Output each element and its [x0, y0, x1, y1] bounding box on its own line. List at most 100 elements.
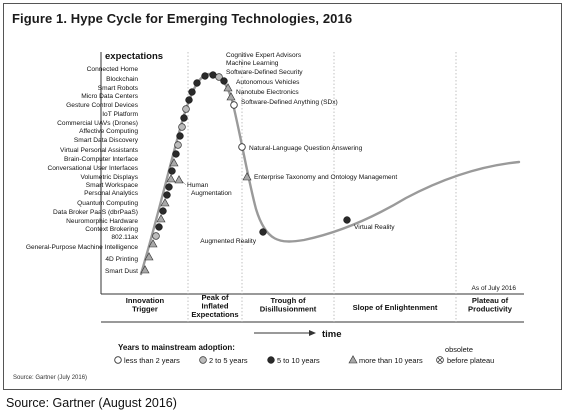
legend-label-obsolete: obsolete: [445, 345, 473, 354]
tech-marker-conversational-user-interfaces: [168, 167, 176, 175]
tech-marker-virtual-reality: [343, 216, 351, 224]
tech-marker-human-augmentation: [174, 175, 184, 184]
phase-label-5: Plateau of: [472, 296, 509, 305]
phase-label-2: Inflated: [201, 302, 228, 311]
tech-marker-micro-data-centers: [185, 96, 193, 104]
legend-label-triangle: more than 10 years: [359, 356, 423, 365]
tech-marker-4d-printing: [144, 252, 154, 261]
tech-marker-personal-analytics: [163, 191, 171, 199]
tech-label-context-brokering: Context Brokering: [85, 226, 138, 233]
legend-label-dark-circle: 5 to 10 years: [277, 356, 320, 365]
tech-marker-natural-language-question-answering: [238, 143, 246, 151]
hype-cycle-chart: expectations time As of July 2016 Innovatio…: [26, 51, 524, 365]
tech-label-conversational-user-interfaces: Conversational User Interfaces: [47, 165, 138, 172]
tech-marker-smart-data-discovery: [174, 141, 182, 149]
as-of-date: As of July 2016: [472, 285, 517, 292]
tech-label-augmented-reality: Augmented Reality: [200, 238, 256, 245]
tech-label-autonomous-vehicles: Autonomous Vehicles: [236, 79, 300, 86]
phase-label-2: Expectations: [191, 310, 238, 319]
tech-label-brain-computer-interface: Brain-Computer Interface: [64, 156, 138, 163]
legend-marker-dark-circle: [267, 356, 275, 364]
tech-marker-context-brokering: [155, 223, 163, 231]
phase-label-5: Productivity: [468, 305, 513, 314]
tech-label-smart-robots: Smart Robots: [98, 85, 139, 92]
time-arrow-head: [309, 330, 316, 336]
tech-marker-commercial-uavs-drones: [178, 123, 186, 131]
tech-label-commercial-uavs-drones: Commercial UAVs (Drones): [57, 120, 138, 127]
legend-marker-light-circle: [199, 356, 207, 364]
tech-marker-volumetric-displays: [166, 174, 176, 183]
tech-label-connected-home: Connected Home: [87, 66, 139, 73]
tech-label-iot-platform: IoT Platform: [102, 111, 138, 118]
y-axis-label: expectations: [105, 51, 163, 62]
tech-marker-brain-computer-interface: [169, 158, 179, 167]
x-axis-label: time: [322, 329, 342, 340]
phase-label-2: Peak of: [201, 293, 228, 302]
tech-marker-augmented-reality: [259, 228, 267, 236]
tech-label-general-purpose-machine-intelligence: General-Purpose Machine Intelligence: [26, 244, 138, 251]
legend-label-open-circle: less than 2 years: [124, 356, 180, 365]
tech-label-affective-computing: Affective Computing: [79, 128, 138, 135]
figure-source-note: Source: Gartner (July 2016): [13, 375, 88, 381]
tech-label-cognitive-expert-advisors: Cognitive Expert Advisors: [226, 52, 302, 59]
tech-label-neuromorphic-hardware: Neuromorphic Hardware: [66, 218, 138, 225]
tech-label-blockchain: Blockchain: [106, 76, 138, 83]
legend-label-light-circle: 2 to 5 years: [209, 356, 248, 365]
tech-label-virtual-reality: Virtual Reality: [354, 224, 395, 231]
hype-curve: [139, 72, 521, 276]
legend-marker-triangle: [348, 355, 358, 364]
tech-marker-nanotube-electronics: [226, 92, 236, 101]
tech-label-enterprise-taxonomy-and-ontology-management: Enterprise Taxonomy and Ontology Managem…: [254, 174, 397, 181]
phase-label-1: Trigger: [132, 305, 158, 314]
figure-title: Figure 1. Hype Cycle for Emerging Techno…: [12, 11, 353, 26]
tech-marker-smart-robots: [188, 88, 196, 96]
tech-label-natural-language-question-answering: Natural-Language Question Answering: [249, 145, 363, 152]
tech-marker-802-11ax: [152, 232, 160, 240]
tech-marker-gesture-control-devices: [182, 105, 190, 113]
tech-label-4d-printing: 4D Printing: [105, 256, 138, 263]
tech-label-smart-workspace: Smart Workspace: [86, 182, 139, 189]
legend-marker-open-circle: [114, 356, 122, 364]
tech-marker-smart-dust: [140, 265, 150, 274]
tech-label-smart-dust: Smart Dust: [105, 268, 138, 275]
tech-label-software-defined-anything-sdx: Software-Defined Anything (SDx): [241, 99, 338, 106]
phase-label-4: Slope of Enlightenment: [353, 303, 438, 312]
tech-marker-software-defined-security: [220, 77, 228, 85]
phase-label-3: Disillusionment: [260, 305, 317, 314]
legend-label-before-plateau: before plateau: [447, 356, 494, 365]
hype-cycle-figure: Figure 1. Hype Cycle for Emerging Techno…: [3, 3, 562, 390]
tech-label-gesture-control-devices: Gesture Control Devices: [66, 102, 139, 109]
tech-marker-general-purpose-machine-intelligence: [148, 239, 158, 248]
tech-label-volumetric-displays: Volumetric Displays: [80, 174, 138, 181]
legend-title: Years to mainstream adoption:: [118, 343, 235, 352]
tech-label-personal-analytics: Personal Analytics: [84, 190, 139, 197]
tech-label-smart-data-discovery: Smart Data Discovery: [74, 137, 139, 144]
tech-marker-data-broker-paas-dbrpaas: [159, 207, 167, 215]
tech-label-human-augmentation: Human: [187, 182, 209, 189]
tech-label-quantum-computing: Quantum Computing: [77, 200, 138, 207]
tech-label-software-defined-security: Software-Defined Security: [226, 69, 303, 76]
tech-marker-autonomous-vehicles: [223, 83, 233, 92]
tech-label-human-augmentation-2: Augmentation: [191, 190, 232, 197]
tech-marker-blockchain: [193, 79, 201, 87]
tech-marker-neuromorphic-hardware: [156, 214, 166, 223]
tech-label-micro-data-centers: Micro Data Centers: [81, 93, 139, 100]
tech-marker-iot-platform: [180, 114, 188, 122]
tech-label-machine-learning: Machine Learning: [226, 60, 279, 67]
tech-marker-quantum-computing: [160, 198, 170, 207]
tech-marker-affective-computing: [176, 132, 184, 140]
tech-marker-machine-learning: [215, 73, 223, 81]
figure-caption: Source: Gartner (August 2016): [6, 396, 177, 410]
tech-label-nanotube-electronics: Nanotube Electronics: [236, 89, 299, 96]
tech-label-data-broker-paas-dbrpaas: Data Broker PaaS (dbrPaaS): [53, 209, 138, 216]
tech-marker-smart-workspace: [165, 183, 173, 191]
tech-marker-software-defined-anything-sdx: [230, 101, 238, 109]
phase-label-3: Trough of: [270, 296, 305, 305]
tech-label-802-11ax: 802.11ax: [111, 234, 138, 241]
tech-label-virtual-personal-assistants: Virtual Personal Assistants: [60, 147, 139, 154]
phase-label-1: Innovation: [126, 296, 165, 305]
tech-marker-connected-home: [201, 72, 209, 80]
tech-marker-virtual-personal-assistants: [172, 150, 180, 158]
leader-human-augmentation: [181, 180, 187, 186]
tech-marker-enterprise-taxonomy-and-ontology-management: [242, 172, 252, 181]
